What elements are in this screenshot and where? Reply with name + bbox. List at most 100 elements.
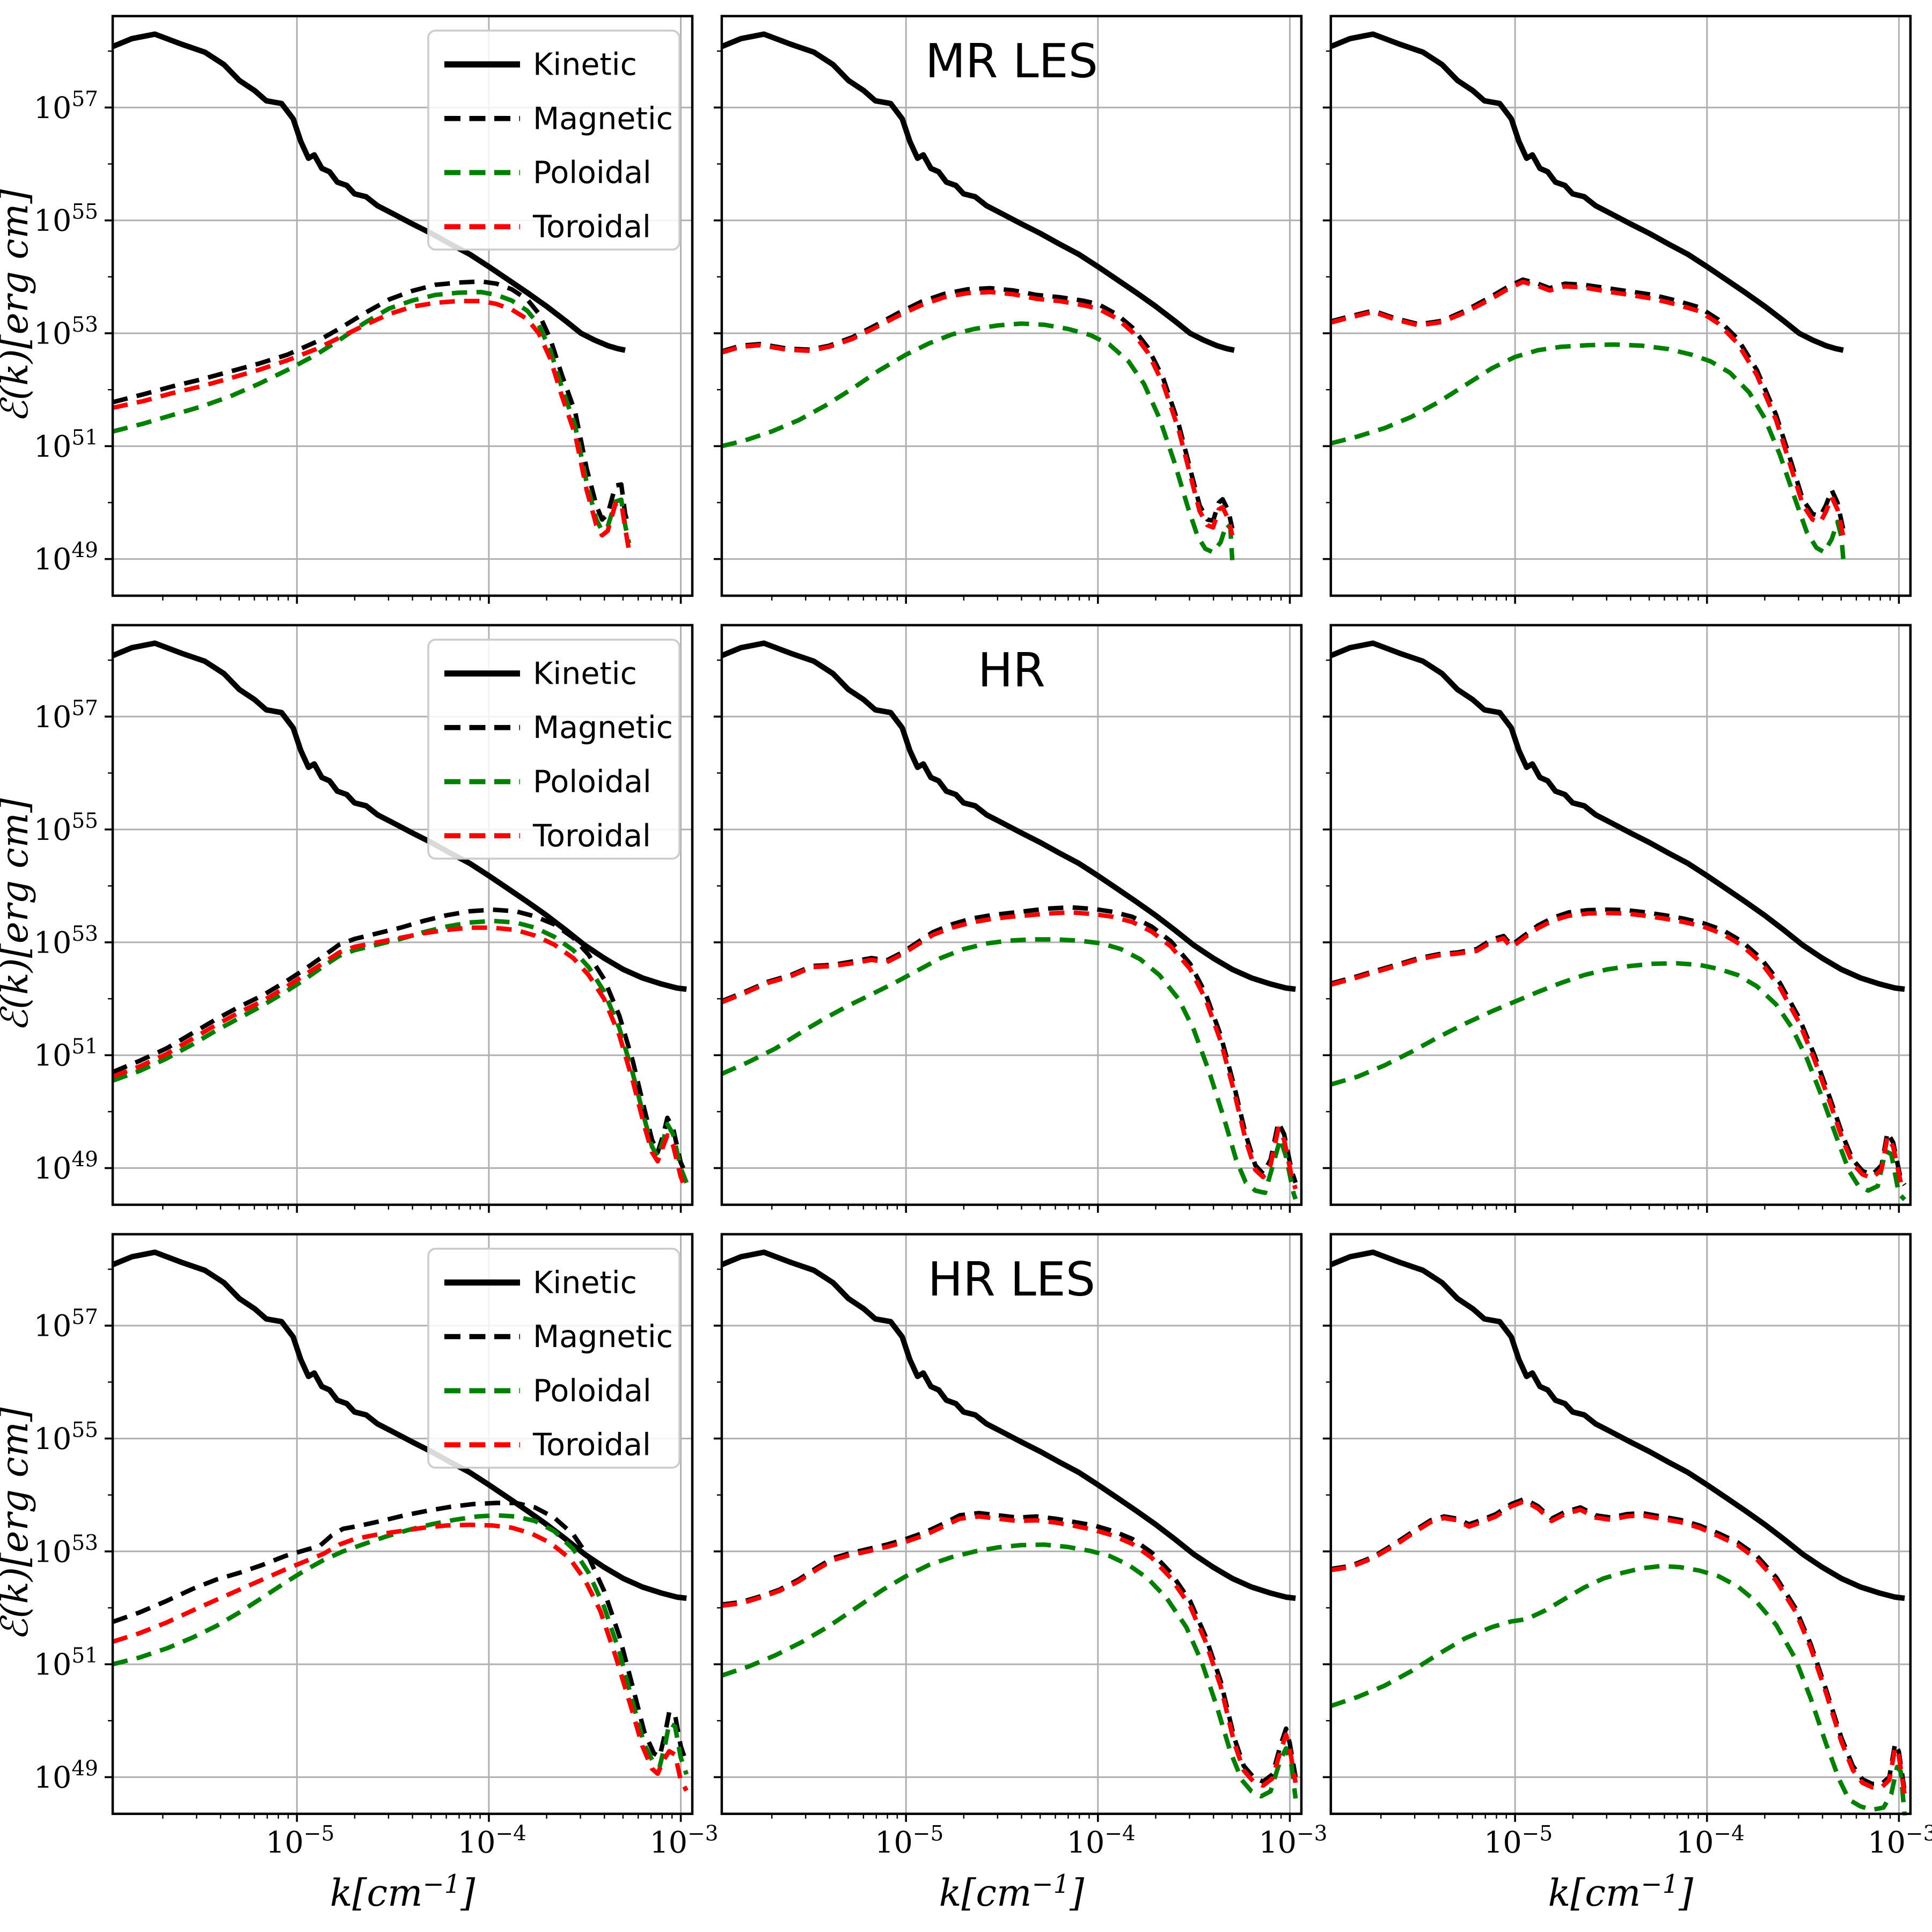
kinetic-curve — [112, 640, 687, 992]
y-tick-label: 1055 — [34, 809, 98, 848]
x-tick-label: 10−5 — [1484, 1821, 1553, 1860]
legend-label: Kinetic — [533, 1265, 637, 1300]
y-tick-label: 1057 — [34, 696, 98, 735]
panel-title: HR — [978, 643, 1045, 698]
legend-label: Toroidal — [532, 818, 651, 854]
curves — [1329, 640, 1907, 1202]
legend-label: Poloidal — [533, 764, 652, 800]
legend-label: Magnetic — [533, 1319, 673, 1355]
x-tick-label: 10−3 — [1258, 1821, 1327, 1860]
panel-r2c2: 10−5 10−4 10−3 k[cm−1] — [1322, 1233, 1932, 1915]
ticks — [713, 659, 1291, 1213]
panel-title: HR LES — [928, 1252, 1095, 1307]
legend-label: Toroidal — [532, 1428, 651, 1463]
panel-bg — [721, 16, 1301, 596]
kinetic-curve — [1329, 640, 1905, 992]
ticks — [713, 1268, 1291, 1822]
kinetic-curve — [1329, 1249, 1905, 1601]
curves — [112, 640, 689, 1192]
poloidal-curve — [721, 321, 1235, 560]
y-tick-label: 1051 — [34, 1035, 98, 1073]
panel-title: MR LES — [925, 34, 1098, 89]
panel-r1c1: HR — [713, 624, 1303, 1213]
poloidal-curve — [112, 918, 689, 1184]
kinetic-curve — [720, 31, 1235, 353]
x-tick-label: 10−5 — [875, 1821, 943, 1860]
magnetic-curve — [721, 1511, 1298, 1784]
ticks — [105, 659, 682, 1213]
y-tick-label: 1055 — [34, 200, 98, 239]
ticks — [105, 50, 682, 604]
axes-spines — [111, 624, 694, 1206]
y-tick-label: 1053 — [34, 922, 98, 961]
x-tick-label: 10−5 — [266, 1821, 334, 1860]
y-tick-label: 1053 — [34, 1531, 98, 1570]
toroidal-curve — [112, 1523, 689, 1792]
grid — [1330, 1234, 1911, 1814]
curves — [112, 1249, 689, 1792]
y-tick-label: 1057 — [34, 1305, 98, 1344]
toroidal-curve — [1330, 1499, 1907, 1796]
x-tick-label: 10−4 — [458, 1821, 526, 1860]
y-axis-label: ℰ(k)[erg cm] — [0, 189, 36, 422]
toroidal-curve — [1330, 911, 1907, 1190]
grid — [1330, 16, 1911, 596]
y-tick-label: 1051 — [34, 1644, 98, 1682]
curves — [112, 31, 632, 551]
panel-bg — [1330, 1234, 1911, 1814]
y-tick-label: 1057 — [34, 87, 98, 126]
grid — [721, 16, 1301, 596]
legend-label: Kinetic — [533, 47, 637, 83]
ticks — [1322, 50, 1900, 604]
magnetic-curve — [112, 907, 689, 1177]
poloidal-curve — [721, 937, 1298, 1200]
magnetic-curve — [112, 279, 632, 529]
toroidal-curve — [721, 910, 1298, 1190]
legend-label: Poloidal — [533, 1373, 652, 1409]
y-axis-label: ℰ(k)[erg cm] — [0, 798, 36, 1031]
poloidal-curve — [721, 1542, 1298, 1799]
panel-r1c2 — [1322, 624, 1912, 1213]
legend: Kinetic Magnetic Poloidal Toroidal — [427, 1247, 680, 1469]
toroidal-curve — [112, 925, 689, 1192]
legend-label: Magnetic — [533, 710, 673, 745]
axes-spines — [111, 14, 694, 597]
x-tick-label: 10−4 — [1067, 1821, 1136, 1860]
poloidal-curve — [112, 290, 632, 544]
poloidal-curve — [1330, 342, 1846, 559]
legend-label: Kinetic — [533, 656, 637, 691]
legend-label: Magnetic — [533, 101, 673, 136]
kinetic-curve — [1329, 31, 1844, 353]
legend-label: Toroidal — [532, 209, 651, 245]
axes-spines — [111, 1233, 694, 1816]
x-tick-label: 10−3 — [649, 1821, 718, 1860]
panel-r2c1: 10−5 10−4 10−3 k[cm−1] HR LES — [713, 1233, 1328, 1915]
toroidal-curve — [721, 1514, 1298, 1788]
ticks — [1322, 659, 1900, 1213]
y-tick-label: 1049 — [34, 539, 98, 577]
x-axis-label: k[cm−1] — [330, 1869, 475, 1915]
panel-r1c0: 1049 1051 1053 1055 1057 ℰ(k)[erg cm] Kinetic M… — [0, 624, 694, 1213]
x-tick-label: 10−3 — [1868, 1821, 1932, 1860]
axes-spines — [720, 14, 1303, 597]
legend-box — [427, 1247, 680, 1469]
axes-spines — [1329, 624, 1912, 1206]
curves — [720, 640, 1298, 1200]
y-axis-label: ℰ(k)[erg cm] — [0, 1407, 36, 1641]
legend-label: Poloidal — [533, 155, 652, 191]
axes-spines — [1329, 14, 1912, 597]
curves — [720, 31, 1235, 560]
panel-r2c0: 1049 1051 1053 1055 1057 ℰ(k)[erg cm] 10−5 10−4… — [0, 1233, 719, 1915]
x-tick-label: 10−4 — [1676, 1821, 1745, 1860]
panel-r0c0: 1049 1051 1053 1055 1057 ℰ(k)[erg cm] Kinetic M… — [0, 14, 694, 604]
legend-box — [427, 639, 680, 860]
magnetic-curve — [112, 1501, 689, 1764]
x-axis-label: k[cm−1] — [939, 1869, 1085, 1915]
panel-r0c1: MR LES — [713, 14, 1303, 604]
panel-bg — [1330, 16, 1911, 596]
legend: Kinetic Magnetic Poloidal Toroidal — [427, 30, 680, 251]
panel-bg — [721, 1234, 1301, 1814]
panel-r0c2 — [1322, 14, 1912, 604]
